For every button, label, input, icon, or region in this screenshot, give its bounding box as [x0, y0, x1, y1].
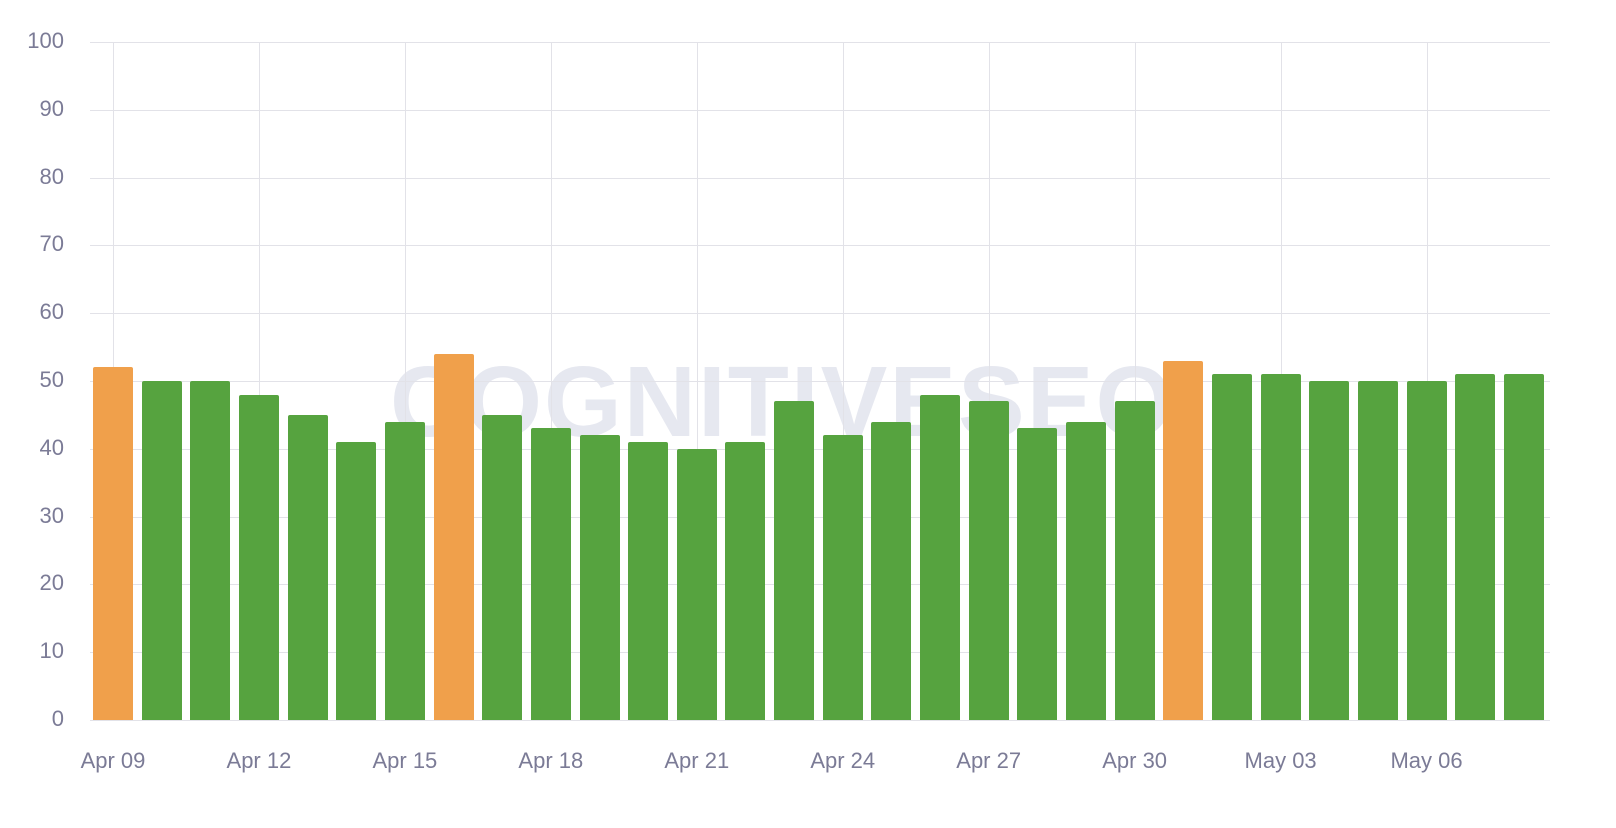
x-tick-label: Apr 30 [1102, 748, 1168, 773]
gridline-h [90, 516, 1550, 518]
y-tick-label: 70 [39, 231, 64, 257]
gridline-h [90, 42, 1550, 43]
y-tick-label: 80 [39, 163, 64, 189]
gridline-v [842, 42, 844, 720]
bar[interactable] [1503, 374, 1544, 720]
x-tick-label: Apr 24 [810, 748, 876, 773]
bar[interactable] [1406, 381, 1447, 720]
y-tick-label: 40 [39, 434, 64, 460]
bar[interactable] [1211, 374, 1252, 720]
gridline-v [696, 42, 698, 720]
bar[interactable] [1357, 381, 1398, 720]
bar[interactable] [1260, 374, 1301, 720]
gridline-h [90, 177, 1550, 179]
gridline-h [90, 109, 1550, 111]
x-tick-label: May 03 [1244, 748, 1317, 773]
gridline-v [258, 42, 260, 720]
bar[interactable] [1163, 360, 1204, 720]
bar[interactable] [1066, 421, 1106, 720]
bar[interactable] [968, 401, 1009, 720]
gridline-h [90, 245, 1550, 247]
bar[interactable] [190, 381, 231, 720]
gridline-v [988, 42, 990, 720]
gridline-h [90, 381, 1550, 382]
gridline-h [90, 720, 1550, 721]
bar[interactable] [238, 394, 279, 720]
y-tick-label: 20 [39, 570, 64, 596]
bar[interactable] [1309, 381, 1350, 720]
gridline-h [90, 652, 1550, 654]
x-tick-label: Apr 27 [956, 748, 1022, 773]
y-tick-label: 90 [39, 95, 64, 121]
x-tick-label: Apr 15 [372, 748, 438, 773]
gridline-v [550, 42, 552, 720]
x-tick-label: Apr 18 [518, 748, 584, 773]
y-tick-label: 60 [39, 299, 64, 325]
bar[interactable] [871, 421, 912, 720]
bar[interactable] [141, 381, 182, 720]
y-tick-label: 30 [39, 502, 64, 528]
bar[interactable] [725, 442, 766, 720]
y-tick-label: 100 [27, 28, 64, 53]
x-tick-label: Apr 12 [226, 748, 292, 773]
bar[interactable] [482, 414, 523, 720]
bar[interactable] [530, 428, 571, 720]
bar[interactable] [579, 435, 620, 720]
bar[interactable] [628, 442, 669, 720]
y-tick-label: 10 [39, 638, 64, 664]
x-tick-label: Apr 21 [664, 748, 730, 773]
x-tick-label: Apr 09 [80, 748, 146, 773]
bar[interactable] [287, 414, 328, 720]
bar[interactable] [774, 401, 815, 720]
bar[interactable] [93, 367, 133, 720]
bar[interactable] [920, 394, 961, 720]
bar[interactable] [336, 442, 377, 720]
bar[interactable] [1455, 374, 1496, 720]
bar[interactable] [433, 353, 474, 720]
gridline-h [90, 584, 1550, 586]
gridline-v [1134, 42, 1136, 720]
y-tick-label: 0 [51, 706, 64, 731]
bar[interactable] [1017, 428, 1058, 720]
gridline-h [90, 313, 1550, 315]
bar[interactable] [1114, 401, 1155, 720]
bar[interactable] [822, 435, 863, 720]
bar[interactable] [676, 448, 717, 720]
bar[interactable] [384, 421, 425, 720]
gridline-v [404, 42, 406, 720]
x-tick-label: May 06 [1390, 748, 1463, 773]
y-tick-label: 50 [39, 367, 64, 392]
gridline-h [90, 448, 1550, 450]
